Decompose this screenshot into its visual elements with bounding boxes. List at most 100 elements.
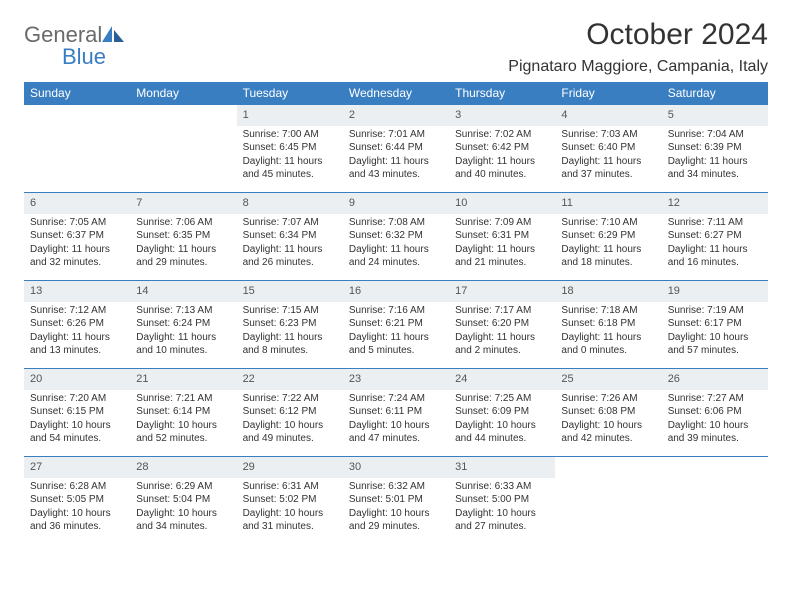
sunrise-line: Sunrise: 7:18 AM (561, 304, 655, 318)
daylight-line: Daylight: 11 hours and 0 minutes. (561, 331, 655, 358)
day-number: 21 (130, 368, 236, 390)
day-number: 1 (237, 104, 343, 126)
calendar-day-cell: 12Sunrise: 7:11 AMSunset: 6:27 PMDayligh… (662, 192, 768, 280)
sunrise-line: Sunrise: 7:04 AM (668, 128, 762, 142)
daylight-line: Daylight: 11 hours and 43 minutes. (349, 155, 443, 182)
sunset-line: Sunset: 6:18 PM (561, 317, 655, 331)
weekday-header: Friday (555, 82, 661, 104)
day-number: 7 (130, 192, 236, 214)
weekday-header: Sunday (24, 82, 130, 104)
brand-logo: GeneralBlue (24, 18, 126, 70)
sunset-line: Sunset: 6:24 PM (136, 317, 230, 331)
day-number: 9 (343, 192, 449, 214)
location-subtitle: Pignataro Maggiore, Campania, Italy (508, 58, 768, 76)
calendar-day-cell: 31Sunrise: 6:33 AMSunset: 5:00 PMDayligh… (449, 456, 555, 544)
calendar-body: 1Sunrise: 7:00 AMSunset: 6:45 PMDaylight… (24, 104, 768, 544)
day-details: Sunrise: 7:04 AMSunset: 6:39 PMDaylight:… (662, 126, 768, 184)
day-number: 18 (555, 280, 661, 302)
sunrise-line: Sunrise: 7:15 AM (243, 304, 337, 318)
day-number: 24 (449, 368, 555, 390)
day-number: 12 (662, 192, 768, 214)
day-details: Sunrise: 6:33 AMSunset: 5:00 PMDaylight:… (449, 478, 555, 536)
calendar-day-cell: 29Sunrise: 6:31 AMSunset: 5:02 PMDayligh… (237, 456, 343, 544)
calendar-empty-cell (555, 456, 661, 544)
empty-day-spacer (555, 456, 661, 476)
calendar-day-cell: 27Sunrise: 6:28 AMSunset: 5:05 PMDayligh… (24, 456, 130, 544)
sunset-line: Sunset: 6:12 PM (243, 405, 337, 419)
daylight-line: Daylight: 10 hours and 44 minutes. (455, 419, 549, 446)
day-details: Sunrise: 7:18 AMSunset: 6:18 PMDaylight:… (555, 302, 661, 360)
sunset-line: Sunset: 6:15 PM (30, 405, 124, 419)
day-details: Sunrise: 7:22 AMSunset: 6:12 PMDaylight:… (237, 390, 343, 448)
calendar-day-cell: 9Sunrise: 7:08 AMSunset: 6:32 PMDaylight… (343, 192, 449, 280)
daylight-line: Daylight: 11 hours and 34 minutes. (668, 155, 762, 182)
sunrise-line: Sunrise: 7:25 AM (455, 392, 549, 406)
day-details: Sunrise: 7:27 AMSunset: 6:06 PMDaylight:… (662, 390, 768, 448)
day-details: Sunrise: 7:19 AMSunset: 6:17 PMDaylight:… (662, 302, 768, 360)
day-number: 6 (24, 192, 130, 214)
daylight-line: Daylight: 11 hours and 16 minutes. (668, 243, 762, 270)
calendar-day-cell: 23Sunrise: 7:24 AMSunset: 6:11 PMDayligh… (343, 368, 449, 456)
calendar-day-cell: 8Sunrise: 7:07 AMSunset: 6:34 PMDaylight… (237, 192, 343, 280)
sunrise-line: Sunrise: 7:11 AM (668, 216, 762, 230)
day-number: 14 (130, 280, 236, 302)
day-number: 5 (662, 104, 768, 126)
sunset-line: Sunset: 6:23 PM (243, 317, 337, 331)
calendar-day-cell: 22Sunrise: 7:22 AMSunset: 6:12 PMDayligh… (237, 368, 343, 456)
sunrise-line: Sunrise: 6:32 AM (349, 480, 443, 494)
calendar-day-cell: 7Sunrise: 7:06 AMSunset: 6:35 PMDaylight… (130, 192, 236, 280)
sunrise-line: Sunrise: 6:28 AM (30, 480, 124, 494)
calendar-day-cell: 15Sunrise: 7:15 AMSunset: 6:23 PMDayligh… (237, 280, 343, 368)
day-number: 30 (343, 456, 449, 478)
calendar-row: 20Sunrise: 7:20 AMSunset: 6:15 PMDayligh… (24, 368, 768, 456)
sunset-line: Sunset: 6:06 PM (668, 405, 762, 419)
calendar-empty-cell (130, 104, 236, 192)
day-details: Sunrise: 7:02 AMSunset: 6:42 PMDaylight:… (449, 126, 555, 184)
sunset-line: Sunset: 5:01 PM (349, 493, 443, 507)
weekday-header: Tuesday (237, 82, 343, 104)
daylight-line: Daylight: 11 hours and 32 minutes. (30, 243, 124, 270)
daylight-line: Daylight: 10 hours and 34 minutes. (136, 507, 230, 534)
sunrise-line: Sunrise: 7:19 AM (668, 304, 762, 318)
sunrise-line: Sunrise: 7:16 AM (349, 304, 443, 318)
sunset-line: Sunset: 6:17 PM (668, 317, 762, 331)
sunrise-line: Sunrise: 7:27 AM (668, 392, 762, 406)
calendar-row: 1Sunrise: 7:00 AMSunset: 6:45 PMDaylight… (24, 104, 768, 192)
day-number: 15 (237, 280, 343, 302)
sunrise-line: Sunrise: 7:05 AM (30, 216, 124, 230)
sunrise-line: Sunrise: 7:10 AM (561, 216, 655, 230)
calendar-row: 6Sunrise: 7:05 AMSunset: 6:37 PMDaylight… (24, 192, 768, 280)
day-number: 16 (343, 280, 449, 302)
calendar-day-cell: 21Sunrise: 7:21 AMSunset: 6:14 PMDayligh… (130, 368, 236, 456)
day-number: 22 (237, 368, 343, 390)
sunset-line: Sunset: 5:05 PM (30, 493, 124, 507)
sunset-line: Sunset: 6:42 PM (455, 141, 549, 155)
calendar-day-cell: 25Sunrise: 7:26 AMSunset: 6:08 PMDayligh… (555, 368, 661, 456)
sunset-line: Sunset: 6:26 PM (30, 317, 124, 331)
page-header: GeneralBlue October 2024 Pignataro Maggi… (24, 18, 768, 76)
day-number: 2 (343, 104, 449, 126)
sunrise-line: Sunrise: 7:22 AM (243, 392, 337, 406)
day-number: 10 (449, 192, 555, 214)
daylight-line: Daylight: 10 hours and 31 minutes. (243, 507, 337, 534)
calendar-row: 27Sunrise: 6:28 AMSunset: 5:05 PMDayligh… (24, 456, 768, 544)
daylight-line: Daylight: 11 hours and 13 minutes. (30, 331, 124, 358)
calendar-empty-cell (24, 104, 130, 192)
empty-day-spacer (130, 104, 236, 124)
sunset-line: Sunset: 6:32 PM (349, 229, 443, 243)
daylight-line: Daylight: 10 hours and 36 minutes. (30, 507, 124, 534)
calendar-day-cell: 1Sunrise: 7:00 AMSunset: 6:45 PMDaylight… (237, 104, 343, 192)
day-details: Sunrise: 7:06 AMSunset: 6:35 PMDaylight:… (130, 214, 236, 272)
sunrise-line: Sunrise: 7:24 AM (349, 392, 443, 406)
daylight-line: Daylight: 10 hours and 49 minutes. (243, 419, 337, 446)
sunset-line: Sunset: 6:40 PM (561, 141, 655, 155)
daylight-line: Daylight: 10 hours and 42 minutes. (561, 419, 655, 446)
calendar-day-cell: 5Sunrise: 7:04 AMSunset: 6:39 PMDaylight… (662, 104, 768, 192)
sunrise-line: Sunrise: 7:09 AM (455, 216, 549, 230)
sunrise-line: Sunrise: 7:08 AM (349, 216, 443, 230)
day-details: Sunrise: 7:01 AMSunset: 6:44 PMDaylight:… (343, 126, 449, 184)
daylight-line: Daylight: 10 hours and 29 minutes. (349, 507, 443, 534)
sunrise-line: Sunrise: 7:01 AM (349, 128, 443, 142)
empty-day-spacer (662, 456, 768, 476)
day-details: Sunrise: 7:17 AMSunset: 6:20 PMDaylight:… (449, 302, 555, 360)
